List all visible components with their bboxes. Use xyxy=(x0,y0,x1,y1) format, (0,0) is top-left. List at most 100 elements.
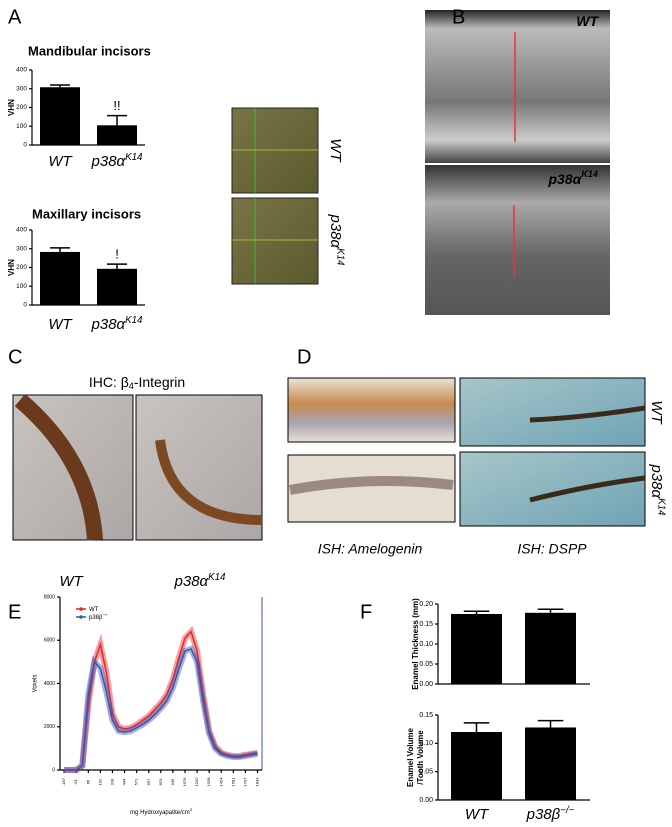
panel-label: E xyxy=(8,601,21,623)
image-label-part: p38α xyxy=(548,171,583,187)
image-label: p38αK14 xyxy=(327,214,346,267)
x-tick-label: 823 xyxy=(158,778,163,785)
panel-label: F xyxy=(360,601,372,623)
image-panels xyxy=(12,10,646,770)
y-tick-label: 0 xyxy=(23,142,27,149)
image-label-part: p38α xyxy=(648,464,665,499)
caption: ISH: DSPP xyxy=(517,541,587,557)
x-tick-label: 1833 xyxy=(255,777,260,787)
image-label: WT xyxy=(648,400,665,425)
y-tick-label: 0.05 xyxy=(419,661,433,668)
chart-title: Mandibular incisors xyxy=(28,43,151,58)
y-tick-label: 2000 xyxy=(44,724,55,730)
panel-title-part: IHC: β xyxy=(89,374,129,390)
x-tick-label: 1454 xyxy=(218,777,223,787)
sem-image xyxy=(425,165,610,315)
x-tick-label: -61 xyxy=(73,778,78,785)
error-bar xyxy=(107,263,127,269)
micrograph xyxy=(231,197,319,285)
legend-label: p38β−/− xyxy=(89,612,109,621)
y-axis-label: /Tooth Volume xyxy=(416,730,425,785)
image-label-part: WT xyxy=(576,13,599,29)
line xyxy=(64,647,258,771)
x-tick-label: 66 xyxy=(85,779,90,784)
x-tick-label: 697 xyxy=(146,778,151,785)
x-axis-label-sup: 3 xyxy=(190,807,192,812)
image-label-sup: K14 xyxy=(656,498,667,516)
x-tick-label-sup: K14 xyxy=(125,314,143,325)
panel-title: IHC: β4-Integrin xyxy=(89,374,185,392)
bar xyxy=(97,268,137,305)
error-bar xyxy=(537,719,564,728)
y-tick-label: 200 xyxy=(16,104,27,111)
panel-title-sub: 4 xyxy=(129,382,134,392)
line xyxy=(64,630,258,771)
x-axis-label-part: mg Hydroxyapatite/cm xyxy=(130,810,190,816)
x-tick-label: 1328 xyxy=(206,777,211,787)
x-axis-label: mg Hydroxyapatite/cm3 xyxy=(130,807,192,816)
error-bar xyxy=(50,247,70,252)
legend-swatch xyxy=(79,615,83,619)
image-label: WT xyxy=(576,13,599,29)
image-label: p38αK14 xyxy=(648,464,667,517)
y-tick-label: 0.15 xyxy=(419,621,433,628)
image-label: WT xyxy=(327,138,344,163)
legend-swatch xyxy=(79,607,83,611)
image-label-part: p38α xyxy=(327,214,344,249)
x-tick-label: 1581 xyxy=(230,777,235,787)
y-tick-label: 0.10 xyxy=(419,641,433,648)
y-axis-label: Enamel Volume xyxy=(406,727,415,787)
annotation: !! xyxy=(113,98,120,113)
image-label-part: p38α xyxy=(174,573,209,590)
y-tick-label: 0.00 xyxy=(419,681,433,688)
y-tick-label: 8000 xyxy=(44,594,55,600)
panel-label: D xyxy=(297,346,311,368)
x-tick-label: WT xyxy=(48,153,73,170)
error-bar xyxy=(537,608,564,613)
y-tick-label: 4000 xyxy=(44,681,55,687)
y-tick-label: 0.15 xyxy=(419,712,433,719)
x-tick-label: WT xyxy=(465,806,490,823)
bar xyxy=(451,614,502,684)
x-tick-label-part: WT xyxy=(465,806,490,823)
y-tick-label: 0.10 xyxy=(419,740,433,747)
bar xyxy=(451,732,502,800)
sem-image xyxy=(425,10,610,163)
x-tick-label-part: p38α xyxy=(91,316,126,333)
y-axis-label: Enamel Thickness (mm) xyxy=(411,598,420,690)
panel-title-part: -Integrin xyxy=(134,374,185,390)
image-label-part: WT xyxy=(59,573,84,590)
y-axis-label: Voxels xyxy=(33,675,39,693)
image-label: p38αK14 xyxy=(174,571,227,590)
x-tick-label: 1076 xyxy=(182,777,187,787)
panel-label: B xyxy=(452,6,465,28)
x-tick-label-part: WT xyxy=(48,153,73,170)
error-bar xyxy=(107,114,127,126)
caption: ISH: Amelogenin xyxy=(318,541,423,557)
image-label-part: WT xyxy=(648,400,665,425)
y-tick-label: 0 xyxy=(52,767,55,773)
panel-label: C xyxy=(8,346,22,368)
y-tick-label: 200 xyxy=(16,264,27,271)
error-bar xyxy=(463,610,490,614)
x-tick-label: 192 xyxy=(97,778,102,785)
x-tick-label-part: WT xyxy=(48,316,73,333)
bar xyxy=(525,727,576,800)
x-tick-label: 571 xyxy=(134,778,139,785)
panel-label: A xyxy=(8,6,22,28)
y-axis-label: VHN xyxy=(7,99,16,116)
x-tick-label: 1202 xyxy=(194,777,199,787)
y-tick-label: 400 xyxy=(16,67,27,74)
x-tick-label: 318 xyxy=(110,778,115,785)
x-tick-label: WT xyxy=(48,316,73,333)
legend-label-sup: −/− xyxy=(102,612,108,617)
image-label-sup: K14 xyxy=(335,248,346,266)
y-tick-label: 400 xyxy=(16,227,27,234)
x-tick-label-sup: −/− xyxy=(560,804,574,815)
y-tick-label: 100 xyxy=(16,283,27,290)
x-tick-label: -187 xyxy=(61,777,66,786)
micrograph xyxy=(231,107,319,194)
y-tick-label: 100 xyxy=(16,123,27,130)
x-tick-label: p38αK14 xyxy=(91,314,144,333)
bar xyxy=(97,125,137,145)
